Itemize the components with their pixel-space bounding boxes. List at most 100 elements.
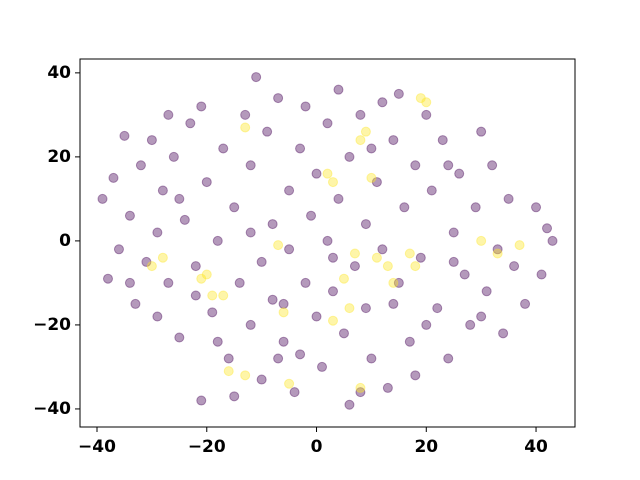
point — [338, 328, 349, 339]
point — [476, 126, 487, 137]
point — [256, 374, 267, 385]
point — [311, 311, 322, 322]
point — [344, 303, 355, 314]
point — [273, 93, 284, 104]
point — [240, 370, 251, 381]
point — [547, 235, 558, 246]
point — [245, 319, 256, 330]
point — [218, 290, 229, 301]
point — [267, 219, 278, 230]
point — [119, 130, 130, 141]
point — [300, 101, 311, 112]
point — [476, 311, 487, 322]
point — [333, 84, 344, 95]
x-tick-label: −40 — [78, 437, 116, 457]
point — [465, 319, 476, 330]
point — [327, 315, 338, 326]
point — [212, 235, 223, 246]
point — [349, 248, 360, 259]
point — [443, 353, 454, 364]
point — [168, 151, 179, 162]
point — [273, 353, 284, 364]
point — [404, 336, 415, 347]
point — [531, 202, 542, 213]
point — [388, 277, 399, 288]
point — [388, 298, 399, 309]
y-tick-label: 0 — [59, 231, 71, 251]
point — [443, 160, 454, 171]
point — [344, 399, 355, 410]
point — [179, 214, 190, 225]
point — [212, 336, 223, 347]
point — [344, 151, 355, 162]
point — [327, 286, 338, 297]
point — [421, 319, 432, 330]
point — [355, 382, 366, 393]
point — [421, 109, 432, 120]
point — [371, 177, 382, 188]
point — [234, 277, 245, 288]
point — [207, 307, 218, 318]
point — [102, 273, 113, 284]
point — [289, 387, 300, 398]
point — [487, 160, 498, 171]
point — [470, 202, 481, 213]
point — [135, 160, 146, 171]
point — [245, 227, 256, 238]
point — [295, 143, 306, 154]
point — [503, 193, 514, 204]
point — [355, 135, 366, 146]
point — [355, 387, 366, 398]
point — [300, 277, 311, 288]
point — [240, 109, 251, 120]
point — [157, 252, 168, 263]
point — [542, 223, 553, 234]
point — [141, 256, 152, 267]
point — [130, 298, 141, 309]
point — [393, 88, 404, 99]
point — [157, 185, 168, 196]
point — [196, 101, 207, 112]
point — [415, 252, 426, 263]
point — [448, 227, 459, 238]
point — [223, 366, 234, 377]
point — [432, 303, 443, 314]
point — [327, 252, 338, 263]
point — [366, 172, 377, 183]
point — [454, 168, 465, 179]
point — [124, 210, 135, 221]
point — [190, 290, 201, 301]
point — [146, 261, 157, 272]
point — [481, 286, 492, 297]
point — [240, 122, 251, 133]
point — [338, 273, 349, 284]
point — [152, 311, 163, 322]
point — [437, 135, 448, 146]
point — [349, 261, 360, 272]
point — [410, 370, 421, 381]
point — [360, 303, 371, 314]
point — [207, 290, 218, 301]
point — [377, 97, 388, 108]
point — [382, 261, 393, 272]
point — [492, 244, 503, 255]
point — [229, 202, 240, 213]
point — [410, 160, 421, 171]
point — [152, 227, 163, 238]
x-tick-label: 0 — [311, 437, 323, 457]
point — [146, 135, 157, 146]
point — [278, 336, 289, 347]
point — [382, 382, 393, 393]
point — [124, 277, 135, 288]
point — [218, 143, 229, 154]
point — [113, 244, 124, 255]
plot-frame — [79, 58, 576, 428]
point — [278, 298, 289, 309]
point — [509, 261, 520, 272]
x-tick-label: 20 — [414, 437, 438, 457]
point — [371, 252, 382, 263]
point — [448, 256, 459, 267]
point — [415, 93, 426, 104]
x-tick-label: 40 — [524, 437, 548, 457]
